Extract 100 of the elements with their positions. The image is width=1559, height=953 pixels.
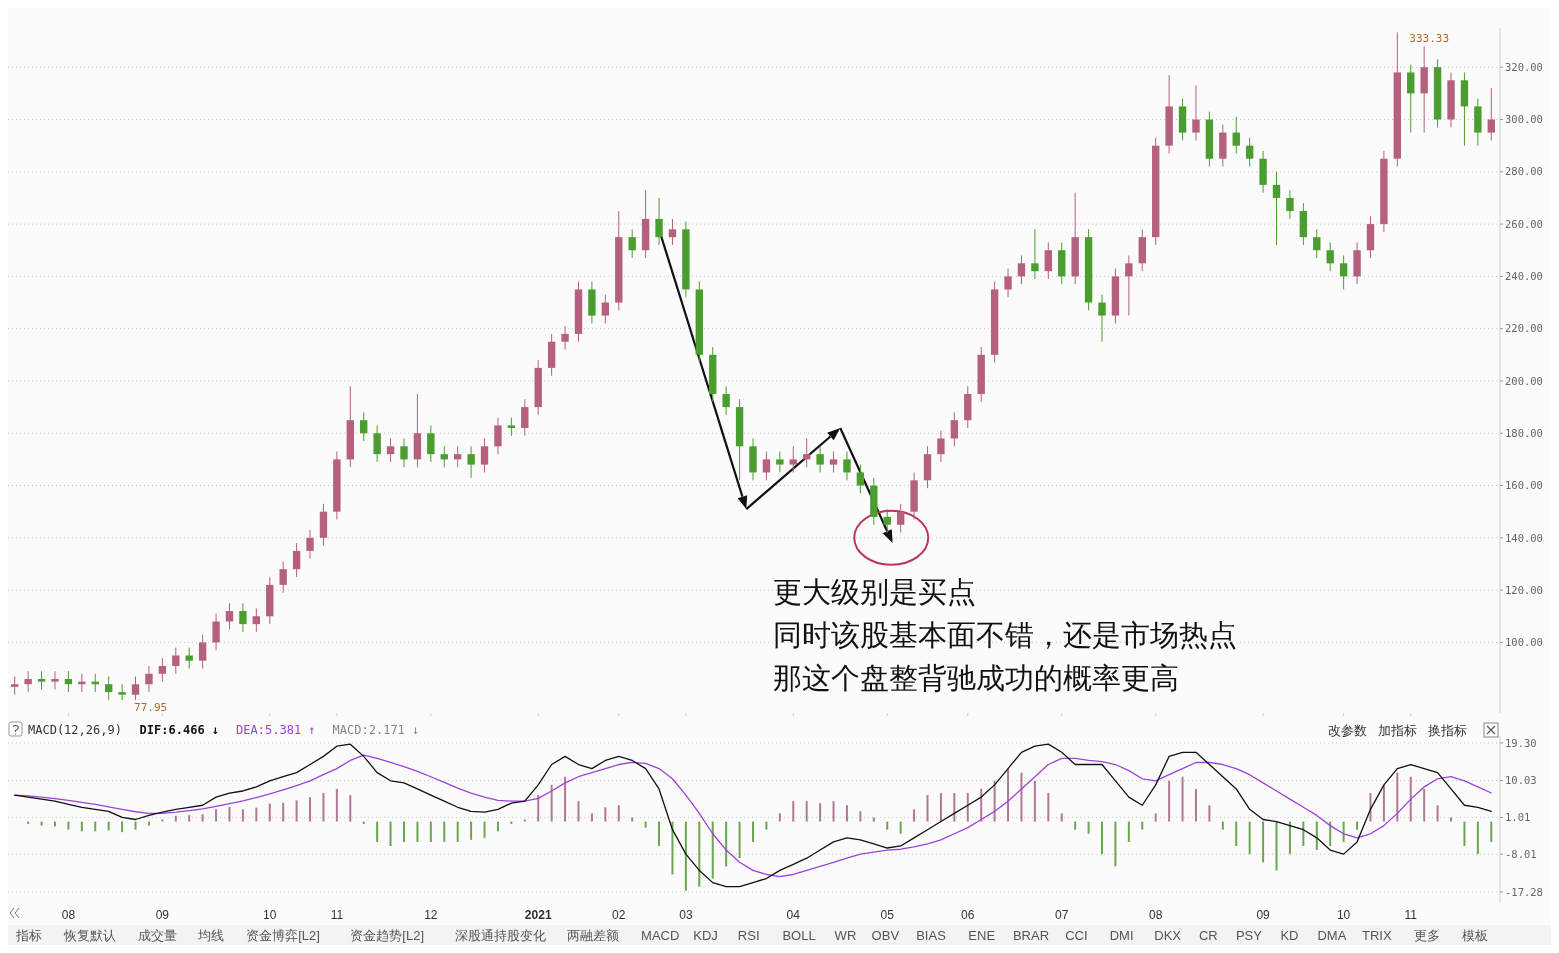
text: 模板 <box>1462 928 1488 943</box>
candlestick <box>400 437 408 468</box>
bar <box>832 801 835 822</box>
bar <box>711 821 714 879</box>
bar <box>456 821 459 842</box>
text: 指标 <box>15 928 42 943</box>
bar <box>416 821 419 842</box>
candlestick <box>1487 87 1495 141</box>
bar <box>617 805 620 822</box>
candlestick <box>467 445 475 479</box>
candlestick <box>239 602 247 633</box>
candlestick <box>803 437 811 468</box>
candlestick <box>252 607 261 633</box>
candlestick <box>24 670 32 693</box>
y-tick-label: 120.00 <box>1505 583 1543 596</box>
candlestick <box>1339 254 1348 290</box>
bar <box>429 821 432 842</box>
x-tick-label: 08 <box>1149 908 1163 922</box>
bar <box>993 780 996 822</box>
text: MACD <box>641 928 680 943</box>
candlestick <box>896 503 905 534</box>
candlestick <box>816 445 824 473</box>
bar <box>67 821 70 830</box>
text: 成交量 <box>137 928 177 943</box>
x-tick-label: 11 <box>330 908 344 922</box>
candlestick <box>843 451 851 481</box>
text: ENE <box>968 928 996 943</box>
bar <box>1127 821 1130 842</box>
candlestick <box>1004 268 1012 298</box>
candlestick <box>360 411 368 442</box>
candlestick <box>1313 228 1321 259</box>
bar <box>859 811 862 822</box>
text: WR <box>834 928 857 943</box>
x-tick-label: 11 <box>1404 908 1418 922</box>
bar <box>1168 780 1171 822</box>
text: 资金趋势[L2] <box>350 928 425 943</box>
bar <box>886 821 889 830</box>
candlestick <box>1098 294 1106 343</box>
bar <box>188 815 191 822</box>
bar <box>778 813 781 822</box>
candlestick <box>950 411 959 447</box>
y-tick-label: 160.00 <box>1505 479 1543 492</box>
bar <box>1248 821 1251 855</box>
bar <box>631 817 634 822</box>
bar <box>1476 821 1479 855</box>
x-tick-label: 08 <box>61 908 76 922</box>
text: DMA <box>1317 928 1347 943</box>
text: BOLL <box>782 928 816 943</box>
candlestick <box>158 657 167 683</box>
candlestick <box>185 647 193 670</box>
candlestick <box>118 683 126 701</box>
bar <box>805 801 808 822</box>
bar <box>1074 821 1077 830</box>
y-tick-label: 260.00 <box>1505 217 1543 230</box>
candlestick <box>762 451 771 481</box>
text: 恢复默认 <box>62 928 116 943</box>
candlestick <box>521 398 529 437</box>
bar <box>537 795 540 822</box>
bar <box>1396 772 1399 822</box>
bar <box>496 821 499 832</box>
bar <box>1436 805 1439 822</box>
bar <box>1101 821 1104 855</box>
y-tick-label: 180.00 <box>1505 426 1543 439</box>
candlestick <box>453 445 462 468</box>
y-tick-label: 320.00 <box>1505 60 1543 73</box>
candlestick <box>172 647 180 675</box>
bar <box>402 821 405 842</box>
bar <box>644 821 647 828</box>
text: OBV <box>871 928 900 943</box>
y-tick-label: -17.28 <box>1505 885 1543 898</box>
x-tick-label: 04 <box>786 908 801 922</box>
candlestick <box>1125 254 1133 317</box>
bar <box>939 793 942 822</box>
annotation: 更大级别是买点 <box>773 576 976 608</box>
bar <box>1450 817 1453 822</box>
bar <box>550 784 553 822</box>
bar <box>1208 805 1211 822</box>
bar <box>201 814 204 822</box>
annotation: 加指标 <box>1378 723 1417 738</box>
text: KDJ <box>693 928 718 943</box>
y-tick-label: 19.30 <box>1505 736 1537 749</box>
bar <box>268 803 271 822</box>
candlestick <box>212 613 220 651</box>
x-tick-label: 09 <box>155 908 170 922</box>
text: DMI <box>1109 928 1134 943</box>
candlestick <box>225 602 234 630</box>
y-tick-label: -8.01 <box>1505 847 1537 860</box>
text: KD <box>1280 928 1299 943</box>
text: CCI <box>1065 928 1088 943</box>
candlestick <box>722 385 730 416</box>
text: 均线 <box>197 928 225 943</box>
candlestick <box>776 451 784 473</box>
bar <box>134 821 137 830</box>
bar <box>1490 821 1493 842</box>
text: DEA:5.381 ↑ <box>236 723 316 737</box>
bar <box>1154 813 1157 822</box>
text: CR <box>1198 928 1218 943</box>
candlestick <box>655 197 663 246</box>
candlestick <box>306 529 314 560</box>
bar <box>335 788 338 822</box>
